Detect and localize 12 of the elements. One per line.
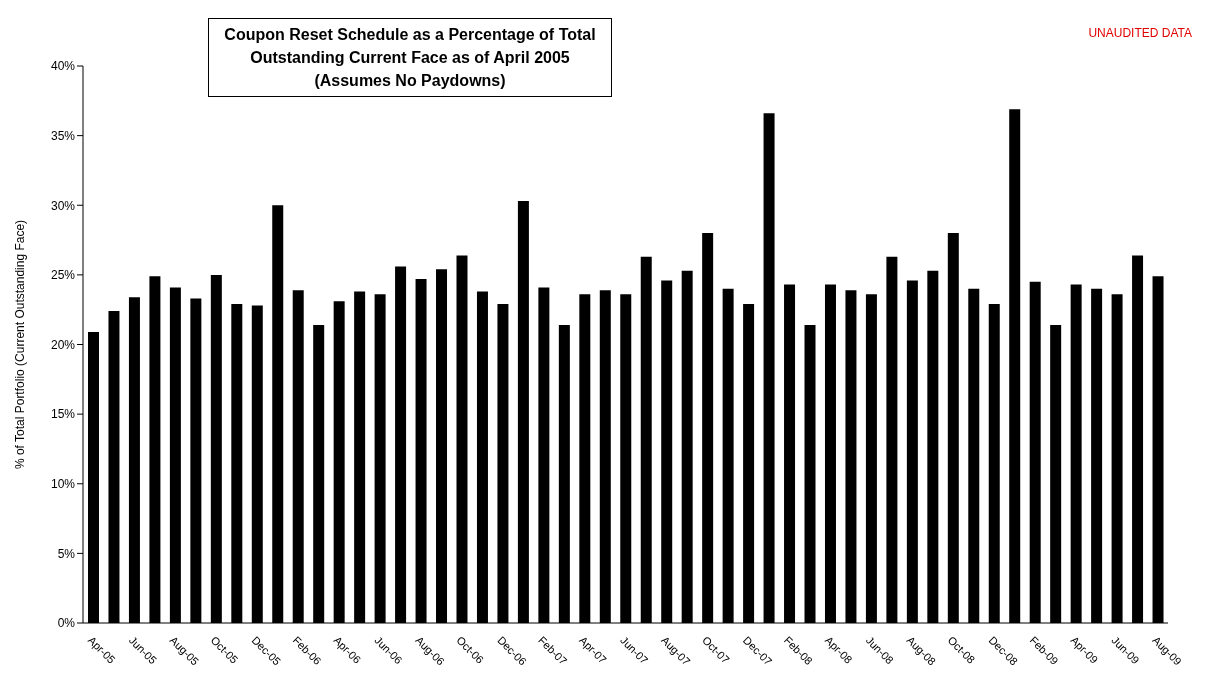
y-tick-label: 30% — [50, 198, 76, 213]
y-tick-label: 10% — [50, 477, 76, 492]
text: UNAUDITED DATA — [1088, 26, 1192, 40]
y-tick-label: 0% — [57, 616, 76, 631]
y-tick-label: 5% — [57, 546, 76, 561]
y-tick-label: 15% — [50, 407, 76, 422]
y-tick-label: 40% — [50, 59, 76, 74]
y-tick-label: 25% — [50, 268, 76, 283]
y-axis-title: % of Total Portfolio (Current Outstanding Face) — [13, 219, 28, 470]
chart-title: Coupon Reset Schedule as a Percentage of Total Outstanding Current Face as of April 2005 (Assumes No Paydowns) — [208, 18, 612, 97]
y-tick-label: 35% — [50, 128, 76, 143]
y-tick-label: 20% — [50, 337, 76, 352]
